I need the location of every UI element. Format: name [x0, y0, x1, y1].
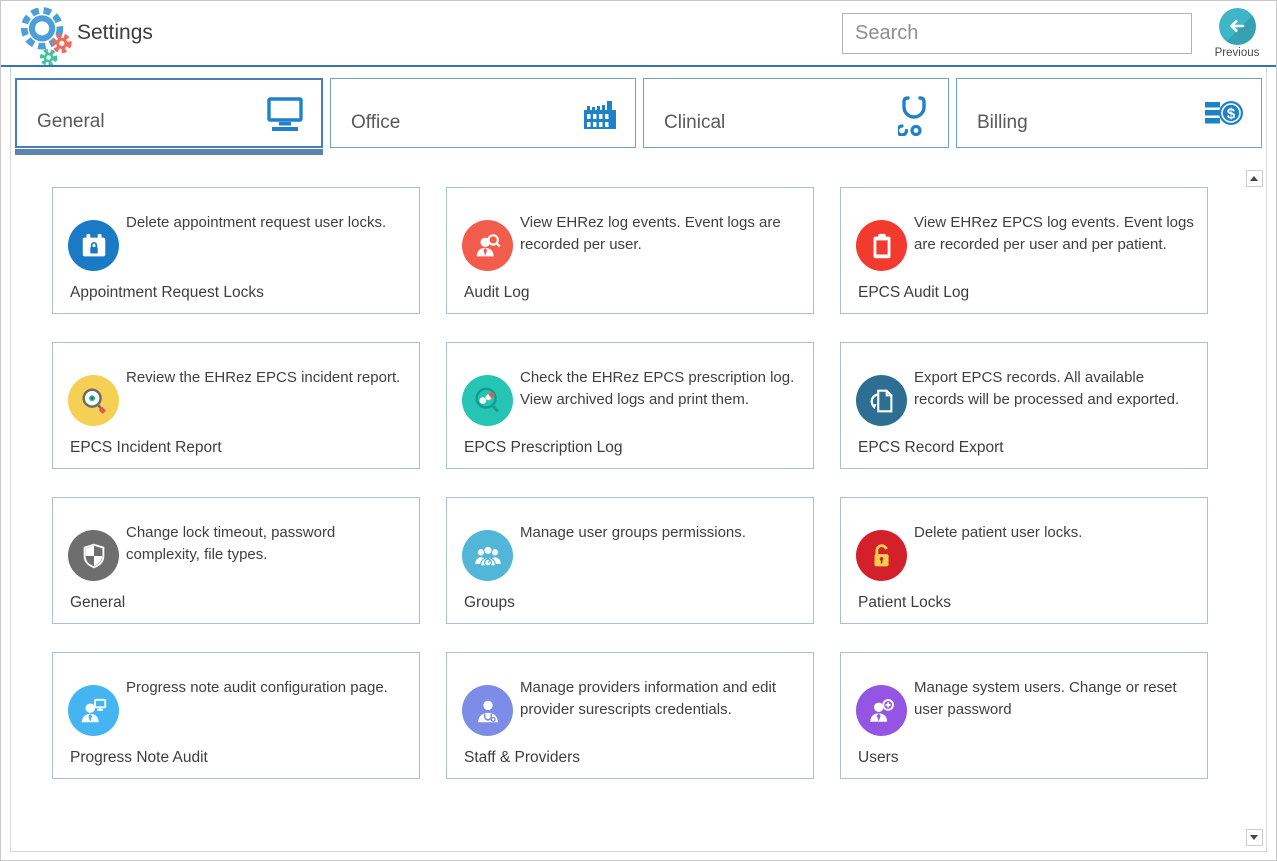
card-title: Groups	[464, 594, 515, 611]
card-description: Progress note audit configuration page.	[126, 679, 388, 696]
card-title: Staff & Providers	[464, 749, 581, 766]
tab-label: Billing	[977, 112, 1028, 133]
page-title: Settings	[77, 21, 153, 44]
header: Settings Previous	[1, 1, 1276, 65]
card-description: Manage providers information and edit pr…	[520, 679, 776, 719]
tab-office[interactable]: Office	[330, 78, 636, 148]
card-progress-note-audit[interactable]: Progress note audit configuration page. …	[52, 652, 420, 779]
tab-general[interactable]: General	[15, 78, 323, 155]
card-title: EPCS Audit Log	[858, 284, 970, 301]
gears-icon	[20, 7, 72, 65]
svg-text:$: $	[1227, 106, 1236, 123]
person-monitor-icon	[68, 685, 119, 736]
settings-card-grid: Delete appointment request user locks. A…	[52, 187, 1208, 779]
card-description: View EHRez EPCS log events. Event logs a…	[914, 214, 1194, 254]
card-title: Audit Log	[464, 284, 530, 301]
chevron-down-icon	[1250, 835, 1258, 840]
card-title: EPCS Record Export	[858, 439, 1004, 456]
scroll-up-button[interactable]	[1245, 170, 1263, 187]
card-description: Export EPCS records. All available recor…	[914, 369, 1180, 409]
card-description: Manage user groups permissions.	[520, 524, 746, 541]
card-users[interactable]: Manage system users. Change or reset use…	[840, 652, 1208, 779]
scroll-down-button[interactable]	[1245, 829, 1263, 846]
person-magnifier-icon	[462, 220, 513, 271]
card-epcs-record-export[interactable]: Export EPCS records. All available recor…	[840, 342, 1208, 469]
card-general[interactable]: Change lock timeout, password complexity…	[52, 497, 420, 624]
card-epcs-prescription-log[interactable]: Check the EHRez EPCS prescription log. V…	[446, 342, 814, 469]
shield-icon	[68, 530, 119, 581]
chevron-up-icon	[1250, 176, 1258, 181]
document-export-icon	[856, 375, 907, 426]
search-input[interactable]	[842, 12, 1192, 54]
clipboard-icon	[856, 220, 907, 271]
user-group-icon	[462, 530, 513, 581]
arrow-left-icon	[1218, 7, 1256, 45]
provider-icon	[462, 685, 513, 736]
card-staff-providers[interactable]: Manage providers information and edit pr…	[446, 652, 814, 779]
card-title: Patient Locks	[858, 594, 952, 611]
monitor-icon	[265, 97, 305, 138]
card-title: EPCS Prescription Log	[464, 439, 623, 456]
card-description: Check the EHRez EPCS prescription log. V…	[520, 369, 795, 409]
person-plus-icon	[856, 685, 907, 736]
calendar-lock-icon	[68, 220, 119, 271]
tab-label: General	[37, 111, 105, 132]
tab-label: Office	[351, 112, 401, 133]
card-description: Delete appointment request user locks.	[126, 214, 387, 231]
card-description: Delete patient user locks.	[914, 524, 1083, 541]
card-title: EPCS Incident Report	[70, 439, 222, 456]
card-title: General	[70, 594, 126, 611]
card-description: Review the EHRez EPCS incident report.	[126, 369, 401, 386]
magnifier-eye-icon	[68, 375, 119, 426]
tab-billing[interactable]: Billing $	[956, 78, 1262, 148]
card-epcs-incident-report[interactable]: Review the EHRez EPCS incident report. E…	[52, 342, 420, 469]
card-audit-log[interactable]: View EHRez log events. Event logs are re…	[446, 187, 814, 314]
card-description: Change lock timeout, password complexity…	[126, 524, 336, 564]
card-description: Manage system users. Change or reset use…	[914, 679, 1177, 719]
tab-bar: General Office	[11, 67, 1266, 155]
main-panel: General Office	[10, 67, 1267, 852]
tab-clinical[interactable]: Clinical	[643, 78, 949, 148]
card-patient-locks[interactable]: Delete patient user locks. Patient Locks	[840, 497, 1208, 624]
card-appointment-request-locks[interactable]: Delete appointment request user locks. A…	[52, 187, 420, 314]
previous-label: Previous	[1214, 46, 1260, 59]
billing-coins-icon: $	[1203, 96, 1245, 135]
card-description: View EHRez log events. Event logs are re…	[520, 214, 781, 254]
magnifier-pills-icon	[462, 375, 513, 426]
vertical-scrollbar[interactable]	[1245, 170, 1263, 846]
factory-icon	[581, 96, 619, 135]
tab-label: Clinical	[664, 112, 726, 133]
card-epcs-audit-log[interactable]: View EHRez EPCS log events. Event logs a…	[840, 187, 1208, 314]
card-title: Progress Note Audit	[70, 749, 208, 766]
padlock-icon	[856, 530, 907, 581]
stethoscope-icon	[895, 96, 932, 141]
previous-button[interactable]: Previous	[1210, 7, 1264, 59]
card-groups[interactable]: Manage user groups permissions. Groups	[446, 497, 814, 624]
card-title: Users	[858, 749, 899, 766]
header-separator	[1, 65, 1276, 67]
card-title: Appointment Request Locks	[70, 284, 264, 301]
